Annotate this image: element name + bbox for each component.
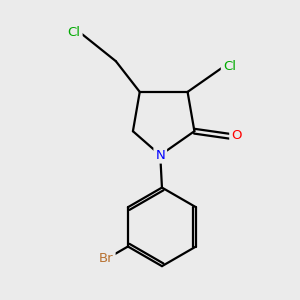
Text: Cl: Cl bbox=[223, 60, 236, 73]
Text: O: O bbox=[231, 129, 242, 142]
Text: Br: Br bbox=[99, 253, 114, 266]
Text: Cl: Cl bbox=[68, 26, 81, 39]
Text: N: N bbox=[155, 148, 165, 162]
